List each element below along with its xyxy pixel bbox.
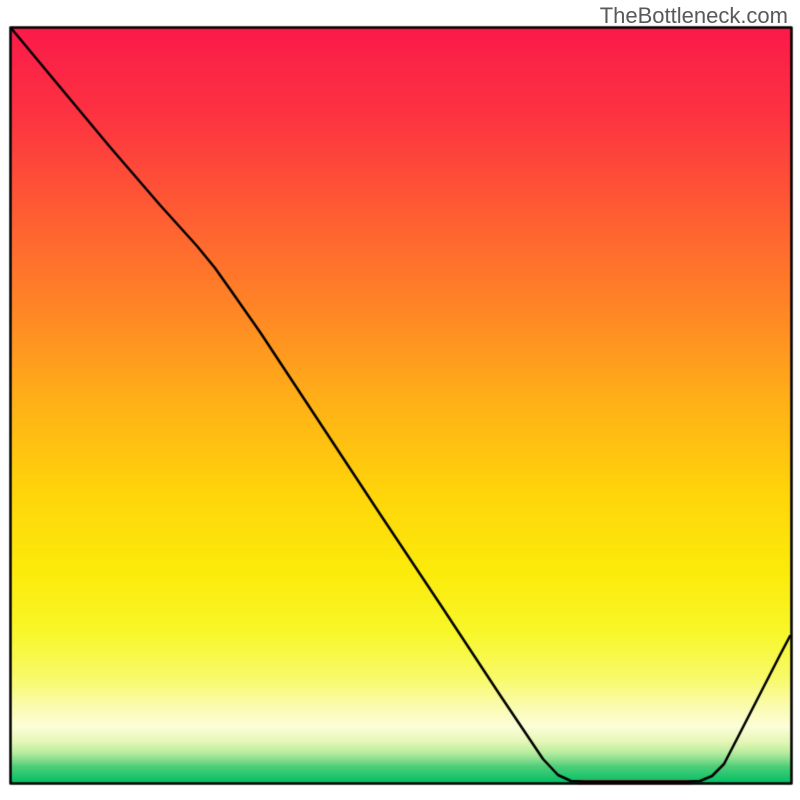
watermark-label: TheBottleneck.com (600, 3, 788, 29)
bottleneck-chart-canvas (0, 0, 800, 800)
